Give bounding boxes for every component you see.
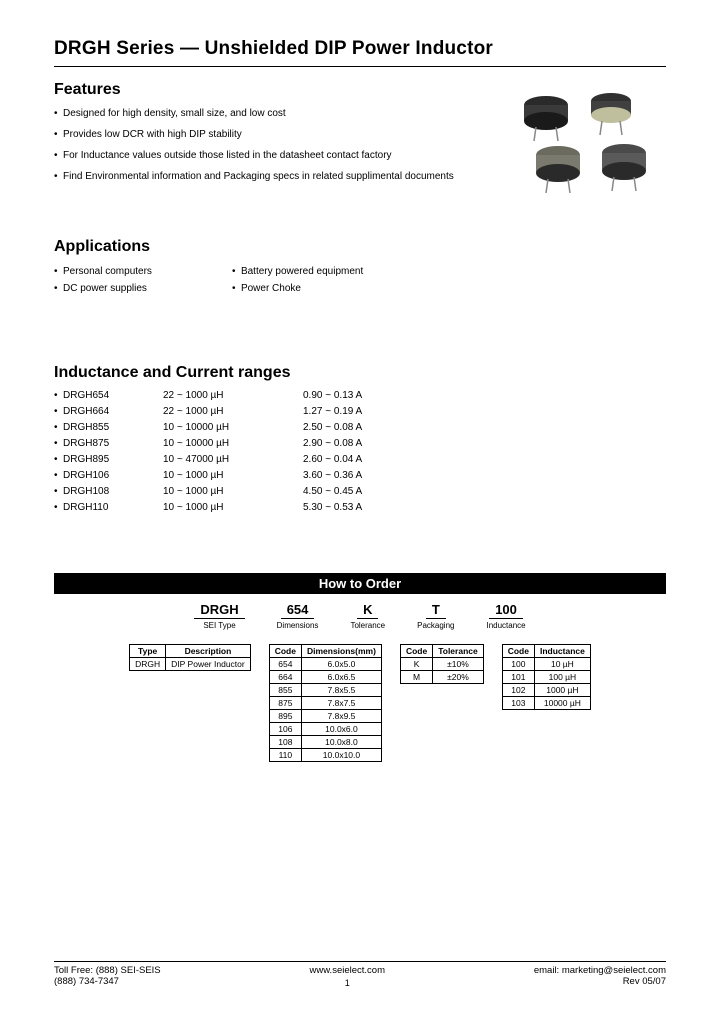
tolerance-table: CodeTolerance K±10% M±20% <box>400 644 484 684</box>
dimensions-table: CodeDimensions(mm) 6546.0x5.0 6646.0x6.5… <box>269 644 382 762</box>
app-item: Personal computers <box>54 266 152 277</box>
page-footer: Toll Free: (888) SEI-SEIS (888) 734-7347… <box>54 961 666 988</box>
app-item: DC power supplies <box>54 283 152 294</box>
range-row: DRGH87510 ~ 10000 µH2.90 ~ 0.08 A <box>54 438 666 449</box>
page-title: DRGH Series — Unshielded DIP Power Induc… <box>54 38 666 60</box>
app-item: Battery powered equipment <box>232 266 363 277</box>
ranges-heading: Inductance and Current ranges <box>54 364 666 382</box>
footer-website: www.seielect.com <box>161 965 534 976</box>
product-image <box>506 75 666 195</box>
inductance-table: CodeInductance 10010 µH 101100 µH 102100… <box>502 644 591 710</box>
range-row: DRGH10810 ~ 1000 µH4.50 ~ 0.45 A <box>54 486 666 497</box>
order-heading: How to Order <box>54 573 666 594</box>
range-row: DRGH65422 ~ 1000 µH0.90 ~ 0.13 A <box>54 390 666 401</box>
range-row: DRGH85510 ~ 10000 µH2.50 ~ 0.08 A <box>54 422 666 433</box>
range-row: DRGH66422 ~ 1000 µH1.27 ~ 0.19 A <box>54 406 666 417</box>
applications-heading: Applications <box>54 238 666 256</box>
page-number: 1 <box>161 978 534 988</box>
range-row: DRGH89510 ~ 47000 µH2.60 ~ 0.04 A <box>54 454 666 465</box>
range-row: DRGH11010 ~ 1000 µH5.30 ~ 0.53 A <box>54 502 666 513</box>
footer-rev: Rev 05/07 <box>534 976 666 987</box>
applications-col1: Personal computers DC power supplies <box>54 266 152 300</box>
app-item: Power Choke <box>232 283 363 294</box>
footer-email: email: marketing@seielect.com <box>534 965 666 976</box>
footer-tollfree: Toll Free: (888) SEI-SEIS <box>54 965 161 976</box>
order-part-number-row: DRGHSEI Type 654Dimensions KTolerance TP… <box>74 602 646 630</box>
footer-tollfree-num: (888) 734-7347 <box>54 976 161 987</box>
type-table: TypeDescription DRGHDIP Power Inductor <box>129 644 251 671</box>
title-rule <box>54 66 666 67</box>
applications-col2: Battery powered equipment Power Choke <box>232 266 363 300</box>
ranges-list: DRGH65422 ~ 1000 µH0.90 ~ 0.13 A DRGH664… <box>54 390 666 513</box>
range-row: DRGH10610 ~ 1000 µH3.60 ~ 0.36 A <box>54 470 666 481</box>
